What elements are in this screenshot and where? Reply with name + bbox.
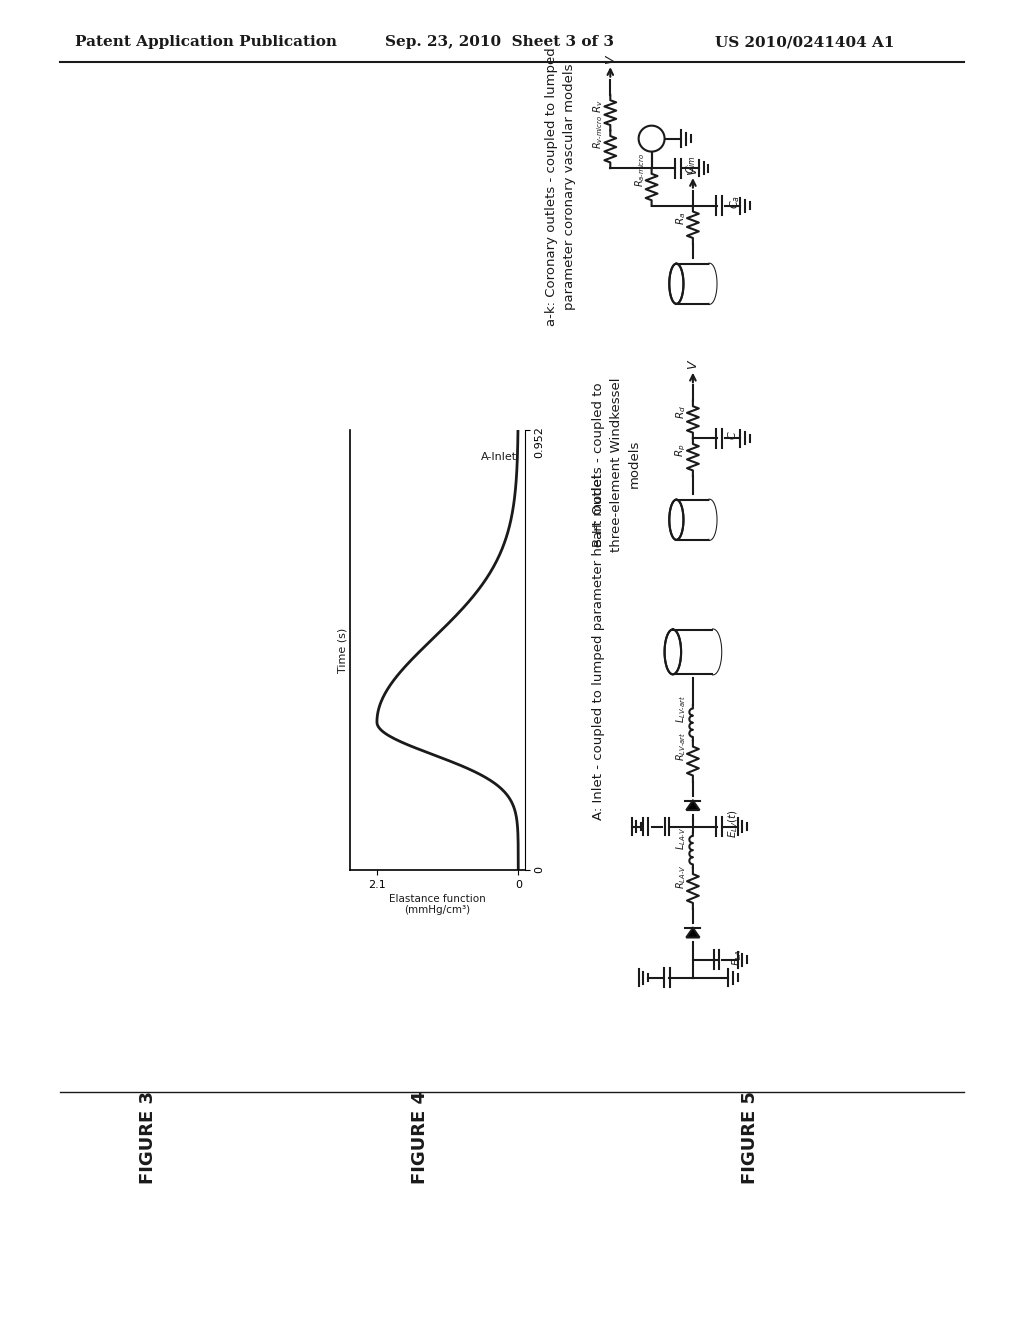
Y-axis label: Time (s): Time (s) (337, 627, 347, 673)
Polygon shape (710, 264, 717, 304)
Text: V: V (686, 360, 699, 370)
Text: V: V (686, 166, 699, 174)
Text: B-H: Outlets - coupled to: B-H: Outlets - coupled to (592, 381, 605, 546)
Text: $C_{im}$: $C_{im}$ (685, 156, 698, 174)
Text: FIGURE 5: FIGURE 5 (741, 1092, 759, 1184)
Text: $R_{v\text{-}micro}$: $R_{v\text{-}micro}$ (592, 115, 605, 149)
Polygon shape (710, 500, 717, 540)
Text: models: models (628, 440, 640, 488)
Polygon shape (670, 500, 683, 540)
Text: $R_{a\text{-}micro}$: $R_{a\text{-}micro}$ (633, 153, 647, 187)
Text: Sep. 23, 2010  Sheet 3 of 3: Sep. 23, 2010 Sheet 3 of 3 (385, 36, 614, 49)
Text: $R_d$: $R_d$ (674, 405, 688, 420)
Text: $L_{LA\text{-}V}$: $L_{LA\text{-}V}$ (674, 826, 688, 850)
Text: $C_a$: $C_a$ (728, 195, 742, 210)
Text: $P_{im}$: $P_{im}$ (645, 131, 658, 147)
Text: $L_{LV\text{-}art}$: $L_{LV\text{-}art}$ (674, 694, 688, 723)
Text: $R_a$: $R_a$ (674, 211, 688, 224)
Text: $R_{LA\text{-}V}$: $R_{LA\text{-}V}$ (674, 863, 688, 888)
Text: FIGURE 3: FIGURE 3 (139, 1092, 157, 1184)
Text: $R_v$: $R_v$ (592, 99, 605, 112)
Text: $E_{LV}(t)$: $E_{LV}(t)$ (726, 808, 739, 838)
Text: A-Inlet: A-Inlet (480, 451, 517, 462)
Text: $R_p$: $R_p$ (674, 444, 688, 457)
Text: V: V (604, 55, 616, 63)
Text: A: Inlet - coupled to lumped parameter heart model: A: Inlet - coupled to lumped parameter h… (592, 474, 605, 820)
Text: parameter coronary vascular models: parameter coronary vascular models (562, 63, 575, 310)
Polygon shape (665, 630, 681, 675)
Text: FIGURE 4: FIGURE 4 (411, 1092, 429, 1184)
Polygon shape (686, 801, 699, 810)
Polygon shape (670, 264, 683, 304)
Text: $C$: $C$ (726, 430, 738, 440)
Polygon shape (713, 630, 721, 675)
Polygon shape (639, 125, 665, 152)
Text: $E_{LA}$: $E_{LA}$ (731, 949, 744, 966)
Text: three-element Windkessel: three-element Windkessel (609, 378, 623, 552)
Text: US 2010/0241404 A1: US 2010/0241404 A1 (715, 36, 895, 49)
X-axis label: Elastance function
(mmHg/cm³): Elastance function (mmHg/cm³) (389, 894, 485, 916)
Text: $R_{LV\text{-}art}$: $R_{LV\text{-}art}$ (674, 731, 688, 762)
Text: a-k: Coronary outlets - coupled to lumped: a-k: Coronary outlets - coupled to lumpe… (545, 48, 558, 326)
Text: Patent Application Publication: Patent Application Publication (75, 36, 337, 49)
Polygon shape (686, 928, 699, 937)
